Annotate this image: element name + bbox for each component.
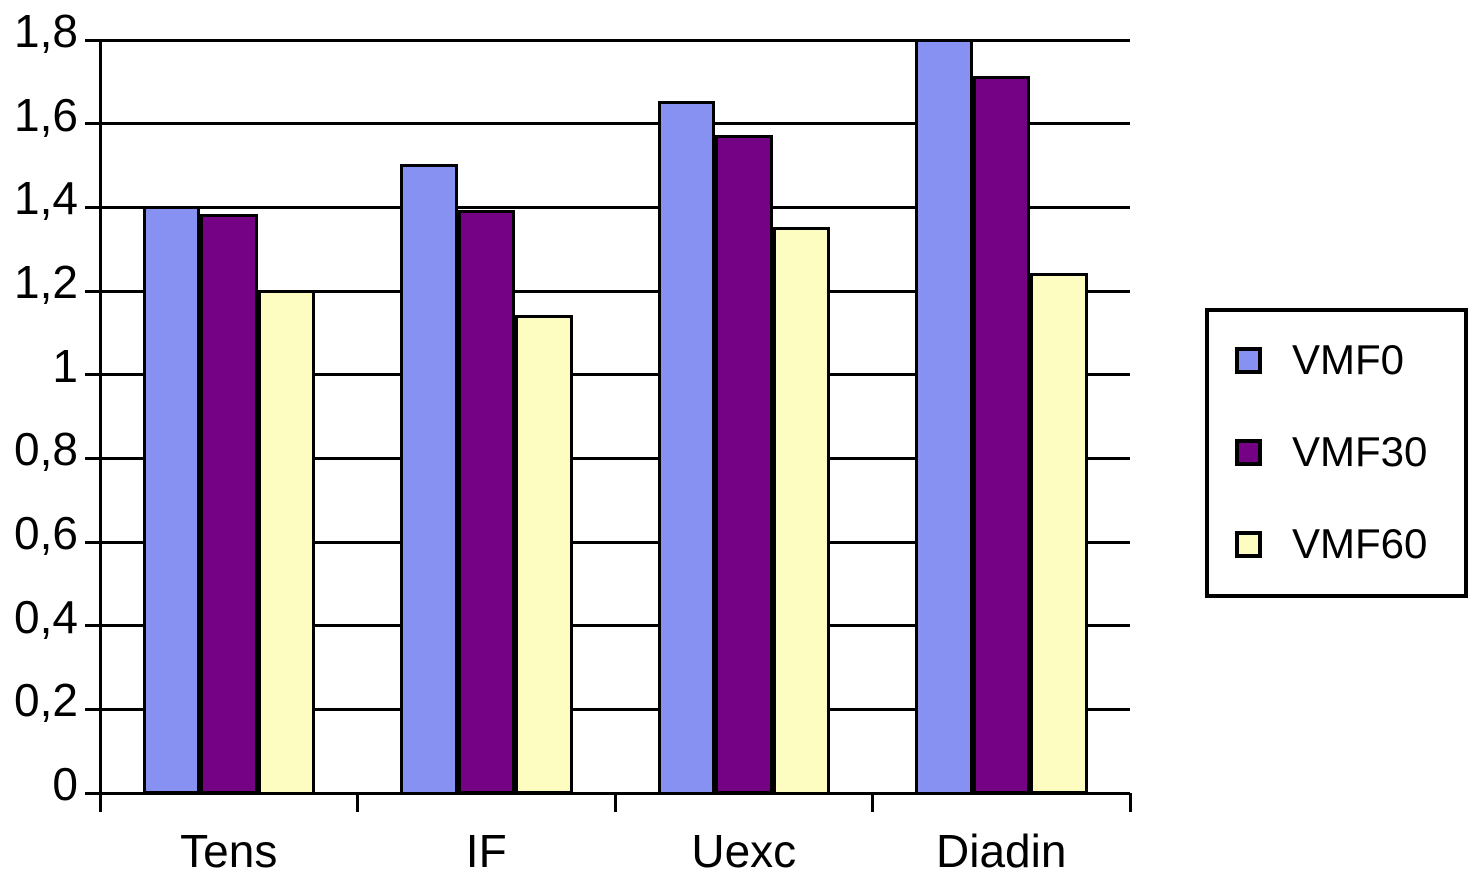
gridline	[85, 122, 1130, 126]
bar-vmf60-if	[515, 314, 573, 795]
x-axis-tick	[356, 793, 359, 812]
x-axis-tick	[613, 793, 617, 812]
bar-vmf60-tens	[257, 289, 315, 795]
gridline	[85, 373, 1130, 377]
gridline	[85, 624, 1130, 628]
x-axis-line	[85, 791, 1130, 795]
bar-vmf30-uexc	[715, 134, 773, 795]
legend-item: VMF0	[1235, 334, 1464, 386]
legend-label: VMF0	[1292, 336, 1405, 383]
legend-item: VMF30	[1235, 426, 1464, 478]
y-tick-label: 1,2	[14, 256, 78, 308]
y-tick-label: 1,4	[14, 172, 78, 225]
gridline	[85, 289, 1130, 293]
legend-swatch-vmf30	[1235, 438, 1262, 466]
y-axis-line	[98, 38, 102, 795]
x-axis-label: Uexc	[691, 825, 797, 877]
x-axis-tick	[98, 793, 102, 812]
y-tick-label: 0,2	[14, 674, 78, 727]
x-axis-tick	[1128, 793, 1132, 812]
x-axis-tick	[871, 793, 874, 812]
y-tick-label: 0,6	[14, 507, 78, 559]
gridline	[85, 707, 1130, 711]
gridline	[85, 205, 1130, 209]
gridline	[85, 540, 1130, 544]
bar-vmf30-tens	[200, 214, 258, 795]
x-axis-label: Diadin	[936, 825, 1067, 877]
legend-swatch-vmf60	[1235, 530, 1262, 558]
y-tick-label: 0,4	[14, 590, 78, 643]
bar-vmf0-if	[400, 164, 458, 795]
y-tick-label: 1	[52, 339, 78, 392]
legend-label: VMF30	[1292, 428, 1428, 475]
legend-item: VMF60	[1235, 518, 1464, 570]
bar-vmf60-uexc	[772, 226, 830, 795]
x-axis-label: IF	[465, 825, 507, 877]
y-tick-label: 0,8	[14, 423, 78, 476]
y-tick-label: 1,6	[14, 88, 78, 141]
bar-vmf0-diadin	[915, 38, 973, 795]
gridline	[85, 456, 1130, 460]
gridline	[85, 38, 1130, 42]
bar-vmf30-if	[457, 210, 515, 795]
x-axis-label: Tens	[180, 825, 278, 877]
y-tick-label: 0	[52, 758, 78, 810]
bar-vmf30-diadin	[972, 76, 1030, 795]
bar-vmf0-uexc	[657, 101, 715, 795]
y-tick-label: 1,8	[14, 5, 78, 57]
legend-swatch-vmf0	[1235, 346, 1262, 374]
legend-label: VMF60	[1292, 520, 1428, 567]
legend: VMF0 VMF30 VMF60	[1205, 308, 1468, 598]
bar-vmf60-diadin	[1030, 272, 1088, 795]
bar-vmf0-tens	[142, 205, 200, 795]
